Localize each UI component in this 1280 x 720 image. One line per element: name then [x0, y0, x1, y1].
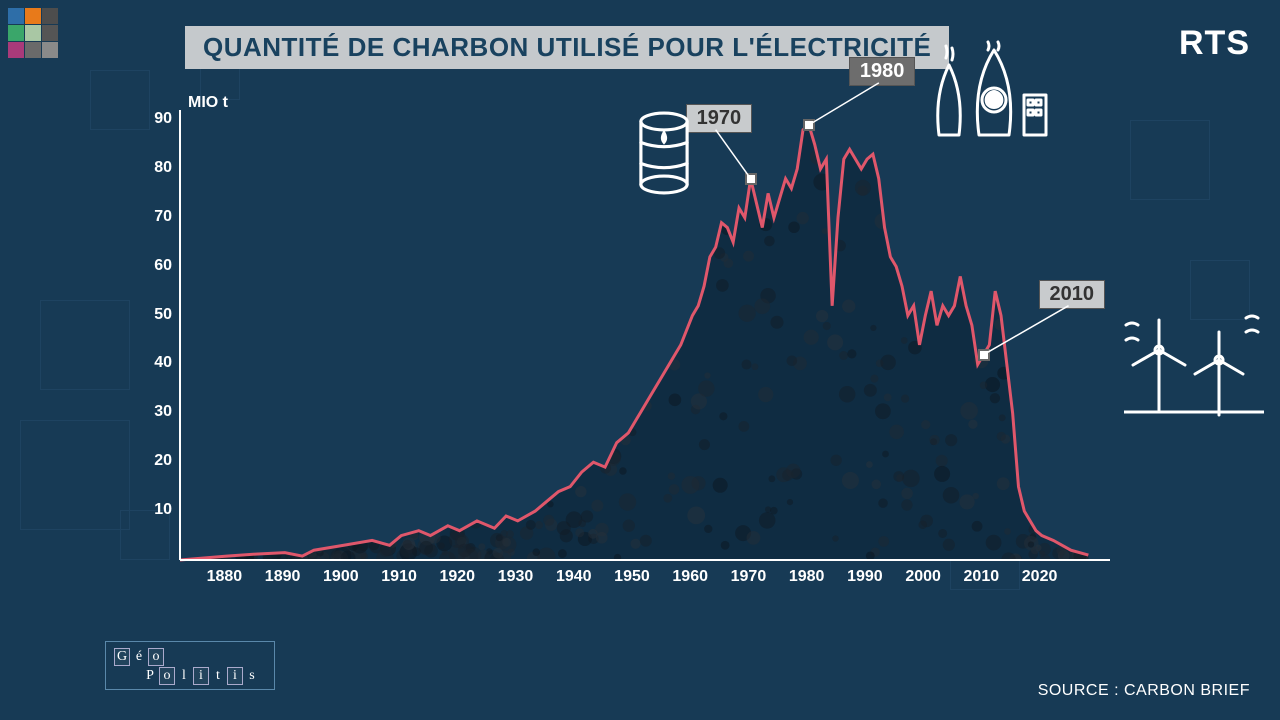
y-tick: 40	[154, 354, 172, 372]
y-tick: 80	[154, 159, 172, 177]
x-tick: 1970	[731, 568, 767, 586]
callout-label: 2010	[1039, 280, 1106, 309]
x-tick: 1880	[207, 568, 243, 586]
stage: QUANTITÉ DE CHARBON UTILISÉ POUR L'ÉLECT…	[0, 0, 1280, 720]
source-credit: SOURCE : CARBON BRIEF	[1038, 682, 1250, 700]
x-tick: 1890	[265, 568, 301, 586]
y-tick: 50	[154, 306, 172, 324]
wind-turbines-icon	[1124, 310, 1264, 425]
x-tick: 1910	[381, 568, 417, 586]
y-tick: 60	[154, 257, 172, 275]
x-tick: 2010	[964, 568, 1000, 586]
y-tick: 30	[154, 403, 172, 421]
x-tick: 1990	[847, 568, 883, 586]
callout-marker	[745, 173, 757, 185]
x-tick: 1920	[439, 568, 475, 586]
program-logo: Géo Politis	[105, 641, 275, 690]
callout-marker	[978, 349, 990, 361]
x-tick: 1930	[498, 568, 534, 586]
y-tick: 70	[154, 208, 172, 226]
y-tick: 10	[154, 501, 172, 519]
x-tick: 2020	[1022, 568, 1058, 586]
x-tick: 1940	[556, 568, 592, 586]
callout-marker	[803, 119, 815, 131]
chart-title: QUANTITÉ DE CHARBON UTILISÉ POUR L'ÉLECT…	[185, 26, 949, 69]
callout-label: 1980	[849, 57, 916, 86]
y-unit-label: MIO t	[188, 94, 228, 112]
broadcaster-logo: RTS	[1179, 24, 1250, 63]
nuclear-plant-icon	[924, 40, 1054, 145]
oil-barrel-icon	[631, 111, 697, 200]
y-tick: 20	[154, 452, 172, 470]
network-pixel-logo	[8, 8, 58, 58]
x-tick: 1980	[789, 568, 825, 586]
y-tick: 90	[154, 110, 172, 128]
x-tick: 2000	[905, 568, 941, 586]
x-tick: 1900	[323, 568, 359, 586]
x-tick: 1950	[614, 568, 650, 586]
x-tick: 1960	[672, 568, 708, 586]
